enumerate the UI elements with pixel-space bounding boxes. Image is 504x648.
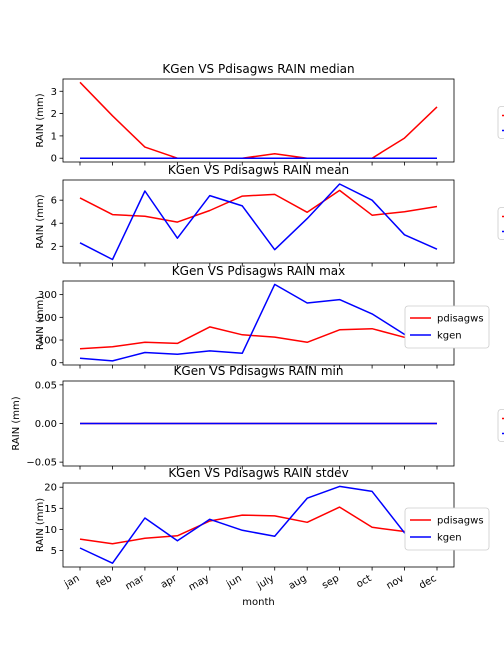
y-axis-label: RAIN (mm)	[11, 396, 22, 450]
y-tick-label: 5	[51, 546, 57, 557]
legend	[497, 409, 504, 442]
legend-box	[497, 207, 504, 240]
y-axis-label: RAIN (mm)	[35, 93, 46, 147]
y-tick-label: 1	[51, 131, 57, 142]
y-tick-label: 4	[51, 219, 57, 230]
legend-box	[404, 507, 490, 551]
x-tick-label: oct	[355, 573, 374, 590]
subplot-4: 0.05 0.00 −0.05 KGen VS Pdisagws RAIN min RA…	[11, 364, 504, 470]
series-line-pdisagws	[79, 81, 438, 159]
x-tick-label: may	[187, 573, 211, 593]
x-tick-label: sep	[320, 573, 341, 591]
y-tick-label: 2	[51, 109, 57, 120]
y-tick-label: 20	[44, 483, 57, 494]
y-tick-label: −0.05	[26, 458, 57, 469]
y-axis-label: RAIN (mm)	[35, 194, 46, 248]
legend	[497, 207, 504, 240]
legend-label-pdisagws: pdisagws	[437, 516, 484, 527]
series-line-kgen	[79, 283, 438, 362]
legend-box	[404, 305, 490, 349]
y-axis-label: RAIN (mm)	[35, 296, 46, 350]
y-tick-label: 2	[51, 242, 57, 253]
x-tick-label: feb	[95, 573, 114, 591]
axes-frame	[62, 280, 455, 366]
y-tick-label: 300	[38, 290, 57, 301]
chart-title: KGen VS Pdisagws RAIN max	[172, 264, 345, 278]
axes-frame	[62, 179, 455, 264]
x-tick-label: aug	[287, 573, 309, 592]
x-tick-label: apr	[159, 573, 180, 591]
y-tick-label: 15	[44, 504, 57, 515]
chart-title: KGen VS Pdisagws RAIN mean	[168, 163, 349, 177]
x-tick-label: nov	[385, 573, 406, 592]
x-tick-label: jun	[224, 573, 244, 591]
legend	[497, 106, 504, 139]
x-axis-label: month	[242, 597, 274, 608]
series-line-pdisagws	[79, 189, 438, 223]
chart-title: KGen VS Pdisagws RAIN median	[162, 62, 354, 76]
chart-title: KGen VS Pdisagws RAIN min	[174, 364, 344, 378]
chart-title: KGen VS Pdisagws RAIN stdev	[168, 466, 348, 480]
subplot-3: 0 100 200 300 KGen VS Pdisagws RAIN max RAIN …	[35, 264, 490, 369]
subplot-1: 0 1 2 3 KGen VS Pdisagws RAIN median RAIN (mm…	[35, 62, 504, 166]
legend-label-kgen: kgen	[437, 331, 462, 342]
y-tick-label: 0.05	[35, 380, 57, 391]
y-tick-label: 100	[38, 336, 57, 347]
x-tick-label: mar	[124, 573, 148, 593]
axes-frame	[62, 482, 455, 568]
legend-box	[497, 409, 504, 442]
series-line-pdisagws	[79, 506, 438, 545]
x-tick-label: july	[254, 573, 276, 592]
subplot-2: 2 4 6 KGen VS Pdisagws RAIN mean RAIN (mm)	[35, 163, 504, 267]
series-line-kgen	[79, 183, 438, 261]
y-axis-label: RAIN (mm)	[35, 498, 46, 552]
legend-label-kgen: kgen	[437, 533, 462, 544]
y-tick-label: 200	[38, 313, 57, 324]
subplot-5: 5 10 15 20 KGen VS Pdisagws RAIN stdev RAIN (…	[35, 466, 490, 571]
series-line-pdisagws	[79, 326, 438, 350]
x-tick-label: dec	[417, 573, 438, 592]
axes-frame	[62, 78, 455, 163]
y-tick-label: 10	[44, 525, 57, 536]
legend-label-pdisagws: pdisagws	[437, 314, 484, 325]
series-line-kgen	[79, 485, 438, 564]
legend: pdisagws kgen	[404, 305, 490, 349]
legend: pdisagws kgen	[404, 507, 490, 551]
y-tick-label: 6	[51, 196, 57, 207]
y-tick-label: 0	[51, 154, 57, 165]
y-tick-label: 0.00	[35, 419, 57, 430]
y-tick-label: 3	[51, 87, 57, 98]
x-tick-label: jan	[62, 573, 82, 591]
y-tick-label: 0	[51, 358, 57, 369]
legend-box	[497, 106, 504, 139]
